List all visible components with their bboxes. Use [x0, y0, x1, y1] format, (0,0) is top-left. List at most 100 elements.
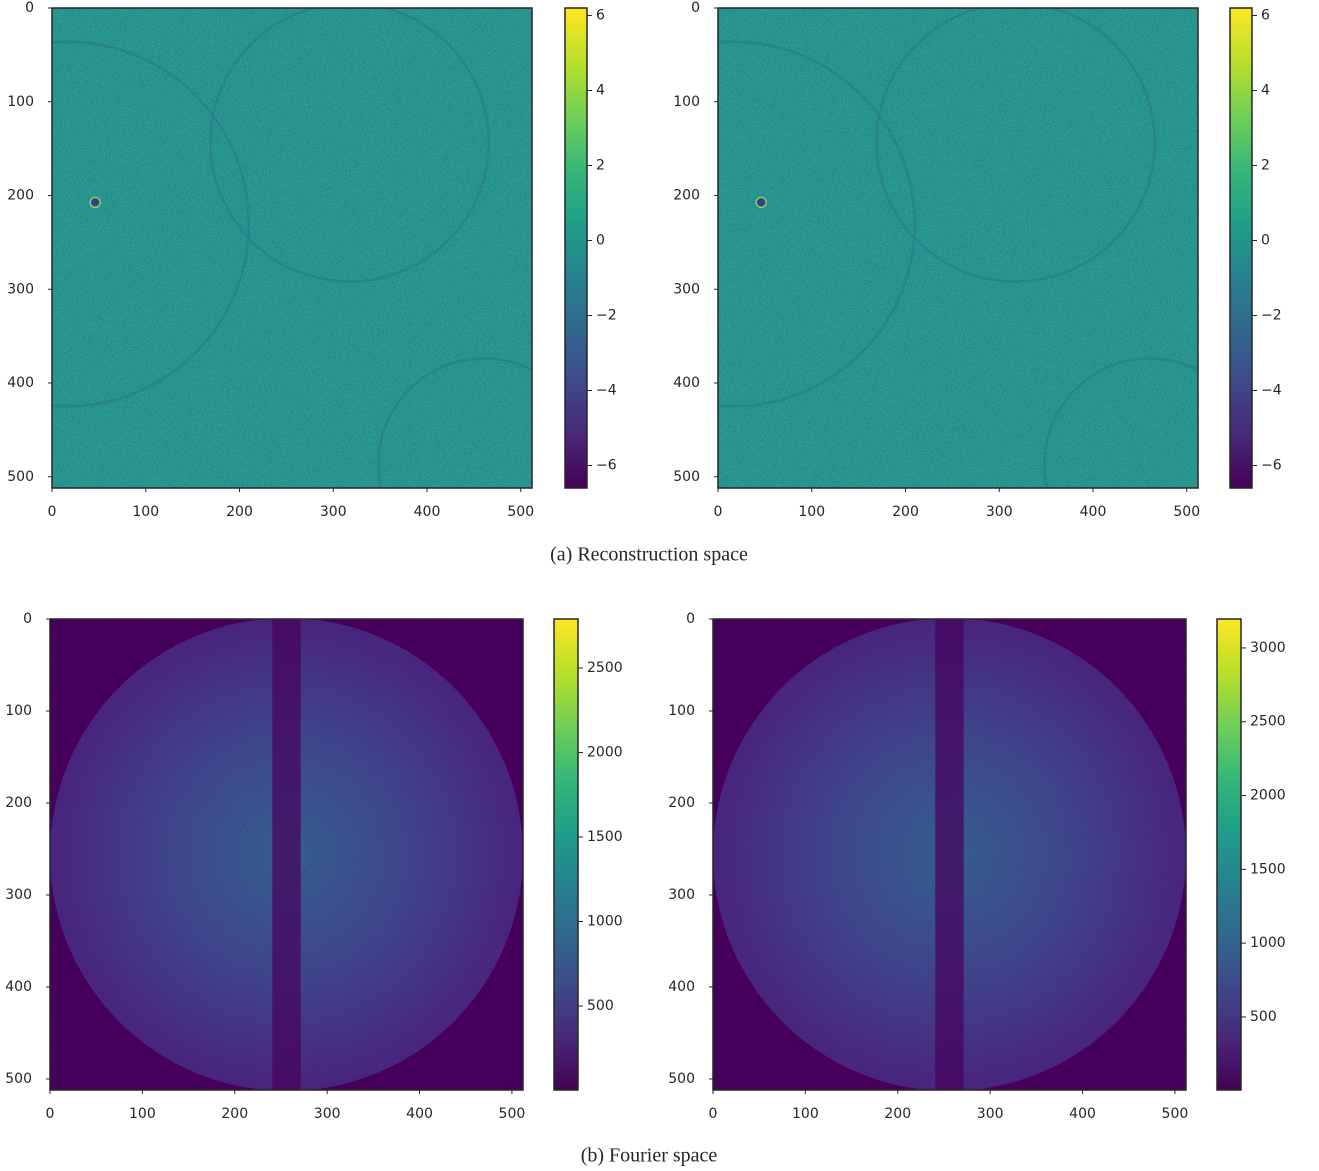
- colorbar-tick-label: 3000: [1250, 640, 1286, 656]
- colorbar-tick-label: 1500: [587, 829, 623, 845]
- frame: [717, 7, 1199, 489]
- y-tick-label: 400: [668, 979, 695, 995]
- y-tick-label: 0: [25, 0, 34, 16]
- y-tick-label: 100: [7, 94, 34, 110]
- colorbar: [1229, 7, 1253, 489]
- colorbar: [564, 7, 588, 489]
- colorbar-tick-label: 6: [1261, 8, 1270, 24]
- y-tick-label: 200: [668, 795, 695, 811]
- colorbar-tick-label: −4: [1261, 383, 1282, 399]
- y-tick-label: 400: [5, 979, 32, 995]
- y-tick-label: 300: [668, 887, 695, 903]
- image: [52, 8, 532, 488]
- colorbar-tick-label: 2000: [587, 745, 623, 761]
- image: [50, 619, 523, 1090]
- y-tick-label: 500: [7, 469, 34, 485]
- colorbar: [1216, 618, 1242, 1091]
- spot: [755, 196, 767, 209]
- x-tick-label: 500: [499, 1106, 526, 1122]
- image-noise: [718, 8, 1198, 488]
- caption: (a) Reconstruction space: [550, 544, 748, 566]
- y-tick-label: 500: [673, 469, 700, 485]
- colorbar-tick-label: 6: [596, 8, 605, 24]
- x-tick-label: 300: [314, 1106, 341, 1122]
- x-tick-label: 500: [1162, 1106, 1189, 1122]
- x-tick-label: 400: [406, 1106, 433, 1122]
- y-tick-label: 300: [7, 281, 34, 297]
- colorbar-tick-label: 1500: [1250, 861, 1286, 877]
- x-tick-label: 100: [129, 1106, 156, 1122]
- colorbar-tick-label: 1000: [1250, 935, 1286, 951]
- x-tick-label: 200: [892, 504, 919, 520]
- x-tick-label: 0: [48, 504, 57, 520]
- colorbar: [553, 618, 579, 1091]
- x-tick-label: 200: [884, 1106, 911, 1122]
- colorbar-tick-label: 2500: [1250, 714, 1286, 730]
- y-tick-label: 200: [7, 188, 34, 204]
- y-tick-label: 200: [673, 188, 700, 204]
- x-tick-label: 300: [977, 1106, 1004, 1122]
- x-tick-label: 100: [798, 504, 825, 520]
- frame: [49, 618, 524, 1091]
- x-tick-label: 200: [226, 504, 253, 520]
- frame: [712, 618, 1187, 1091]
- x-tick-label: 500: [507, 504, 534, 520]
- x-tick-label: 100: [792, 1106, 819, 1122]
- colorbar-tick-label: 1000: [587, 914, 623, 930]
- x-tick-label: 100: [132, 504, 159, 520]
- ring: [718, 40, 916, 408]
- x-tick-label: 400: [1080, 504, 1107, 520]
- x-tick-label: 300: [320, 504, 347, 520]
- y-tick-label: 0: [691, 0, 700, 16]
- colorbar-tick-label: 500: [1250, 1009, 1277, 1025]
- colorbar-tick-label: 4: [1261, 83, 1270, 99]
- y-tick-label: 500: [668, 1071, 695, 1087]
- colorbar-tick-label: 500: [587, 998, 614, 1014]
- x-tick-label: 400: [414, 504, 441, 520]
- colorbar-tick-label: 2500: [587, 660, 623, 676]
- x-tick-label: 300: [986, 504, 1013, 520]
- y-tick-label: 200: [5, 795, 32, 811]
- x-tick-label: 0: [709, 1106, 718, 1122]
- y-tick-label: 100: [673, 94, 700, 110]
- colorbar-tick-label: 0: [1261, 233, 1270, 249]
- y-tick-label: 0: [686, 611, 695, 627]
- x-tick-label: 200: [221, 1106, 248, 1122]
- ring: [209, 8, 491, 283]
- image: [713, 619, 1186, 1090]
- ring: [377, 357, 532, 488]
- x-tick-label: 0: [714, 504, 723, 520]
- colorbar-tick-label: 2: [1261, 158, 1270, 174]
- frame: [51, 7, 533, 489]
- y-tick-label: 400: [7, 375, 34, 391]
- colorbar-tick-label: 2: [596, 158, 605, 174]
- image-noise: [50, 619, 523, 1090]
- x-tick-label: 500: [1173, 504, 1200, 520]
- y-tick-label: 100: [5, 703, 32, 719]
- image-noise: [713, 619, 1186, 1090]
- y-tick-label: 300: [673, 281, 700, 297]
- spot: [89, 196, 101, 209]
- colorbar-tick-label: −2: [1261, 308, 1282, 324]
- y-tick-label: 400: [673, 375, 700, 391]
- colorbar-tick-label: −6: [596, 458, 617, 474]
- image-noise: [52, 8, 532, 488]
- ring: [52, 40, 250, 408]
- caption: (b) Fourier space: [581, 1145, 718, 1167]
- y-tick-label: 500: [5, 1071, 32, 1087]
- colorbar-tick-label: −4: [596, 383, 617, 399]
- x-tick-label: 0: [46, 1106, 55, 1122]
- y-tick-label: 0: [23, 611, 32, 627]
- colorbar-tick-label: −2: [596, 308, 617, 324]
- colorbar-tick-label: 4: [596, 83, 605, 99]
- colorbar-tick-label: 0: [596, 233, 605, 249]
- colorbar-tick-label: −6: [1261, 458, 1282, 474]
- ring: [875, 8, 1157, 283]
- y-tick-label: 300: [5, 887, 32, 903]
- colorbar-tick-label: 2000: [1250, 788, 1286, 804]
- ring: [1043, 357, 1198, 488]
- x-tick-label: 400: [1069, 1106, 1096, 1122]
- y-tick-label: 100: [668, 703, 695, 719]
- image: [718, 8, 1198, 488]
